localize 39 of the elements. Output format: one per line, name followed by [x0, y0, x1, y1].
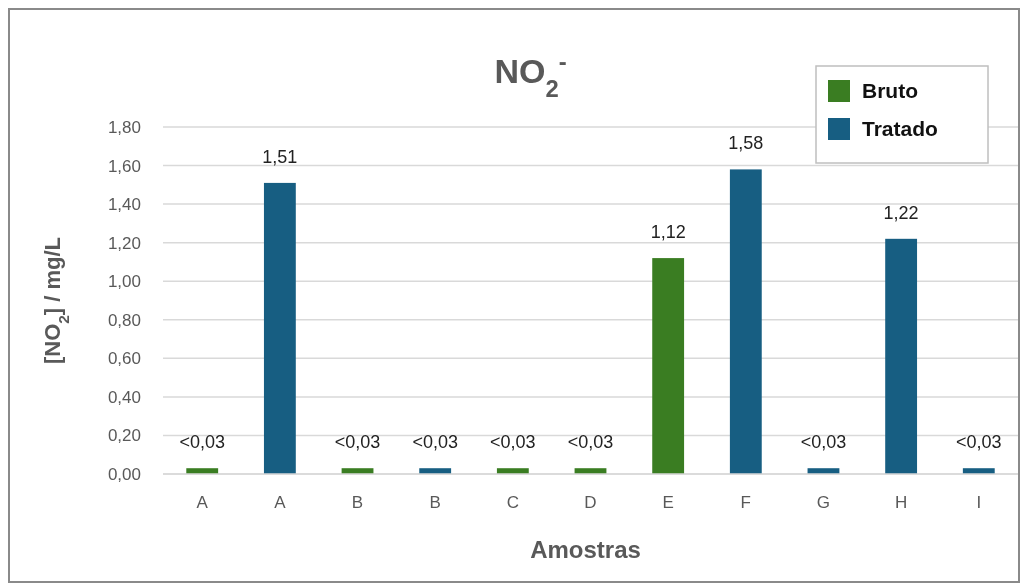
y-tick-label: 0,00 [107, 464, 141, 484]
bar [652, 258, 685, 474]
data-label: <0,03 [412, 432, 458, 453]
data-label: <0,03 [956, 432, 1002, 453]
x-tick-label: B [351, 493, 364, 512]
data-label: <0,03 [567, 432, 614, 453]
legend-label: Bruto [862, 79, 918, 103]
data-label: 1,12 [650, 222, 686, 243]
x-tick-label: I [976, 493, 982, 512]
x-tick-label: D [584, 493, 597, 512]
x-tick-label: A [274, 493, 287, 512]
y-tick-label: 0,60 [107, 349, 141, 369]
bar [729, 169, 762, 474]
y-tick-label: 0,80 [107, 310, 141, 330]
y-tick-label: 1,80 [107, 117, 141, 137]
data-label: <0,03 [334, 432, 381, 453]
bar [885, 238, 918, 474]
data-label: 1,51 [262, 146, 298, 167]
y-tick-label: 0,20 [107, 426, 141, 446]
data-label: 1,58 [728, 133, 764, 154]
data-label: <0,03 [800, 432, 847, 453]
y-tick-label: 0,40 [107, 387, 141, 407]
x-axis-title: Amostras [530, 536, 641, 563]
x-tick-label: F [740, 493, 752, 512]
legend-label: Tratado [862, 117, 938, 141]
data-label: <0,03 [179, 432, 225, 453]
y-tick-label: 1,00 [107, 272, 141, 292]
data-label: <0,03 [490, 432, 536, 453]
x-tick-label: H [894, 493, 908, 512]
y-tick-label: 1,20 [107, 233, 141, 253]
x-tick-label: E [662, 493, 674, 512]
x-tick-label: G [816, 493, 831, 512]
data-label: 1,22 [883, 202, 919, 223]
bar [263, 182, 296, 474]
y-tick-label: 1,40 [107, 195, 141, 215]
y-tick-label: 1,60 [107, 156, 141, 176]
x-tick-label: A [196, 493, 209, 512]
x-tick-label: C [506, 493, 519, 512]
x-tick-label: B [429, 493, 441, 512]
